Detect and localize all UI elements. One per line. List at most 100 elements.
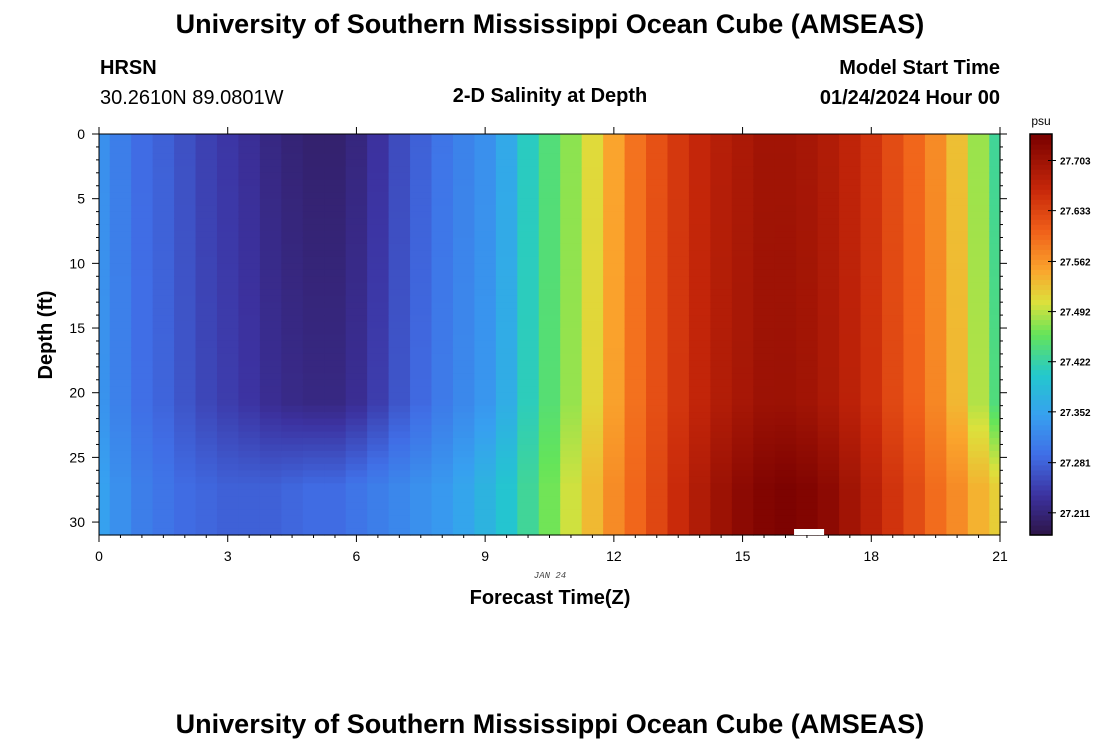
heatmap-cell	[882, 211, 905, 219]
heatmap-cell	[474, 243, 497, 252]
heatmap-cell	[517, 347, 540, 355]
heatmap-cell	[624, 405, 647, 413]
heatmap-cell	[259, 522, 282, 530]
heatmap-cell	[131, 470, 154, 478]
heatmap-cell	[731, 496, 754, 504]
heatmap-cell	[431, 192, 454, 200]
heatmap-cell	[989, 425, 1001, 433]
heatmap-cell	[710, 302, 733, 310]
heatmap-cell	[903, 522, 926, 530]
heatmap-cell	[667, 418, 690, 426]
heatmap-cell	[452, 509, 476, 517]
heatmap-cell	[474, 457, 497, 465]
heatmap-cell	[174, 502, 197, 510]
heatmap-cell	[109, 496, 132, 504]
heatmap-cell	[216, 140, 240, 148]
heatmap-cell	[882, 386, 905, 394]
heatmap-cell	[99, 522, 111, 530]
heatmap-cell	[216, 340, 240, 349]
heatmap-cell	[109, 243, 132, 252]
heatmap-cell	[753, 243, 776, 252]
heatmap-cell	[152, 353, 175, 361]
heatmap-cell	[989, 515, 1001, 523]
heatmap-cell	[259, 399, 282, 407]
heatmap-cell	[431, 263, 454, 271]
heatmap-cell	[753, 340, 776, 349]
heatmap-cell	[839, 340, 862, 349]
heatmap-cell	[109, 263, 132, 271]
heatmap-cell	[410, 457, 433, 465]
heatmap-cell	[903, 205, 926, 213]
heatmap-cell	[560, 509, 583, 517]
colorbar-segment	[1030, 284, 1052, 290]
heatmap-cell	[281, 425, 304, 433]
heatmap-cell	[603, 315, 626, 323]
heatmap-cell	[903, 315, 926, 323]
heatmap-cell	[452, 340, 476, 349]
heatmap-cell	[388, 522, 411, 530]
heatmap-cell	[99, 496, 111, 504]
heatmap-cell	[367, 360, 390, 368]
heatmap-cell	[238, 405, 261, 413]
heatmap-cell	[624, 386, 647, 394]
heatmap-cell	[302, 515, 325, 523]
heatmap-cell	[474, 373, 497, 381]
heatmap-cell	[238, 476, 261, 484]
heatmap-cell	[538, 289, 561, 297]
heatmap-cell	[152, 360, 175, 368]
heatmap-cell	[753, 282, 776, 290]
heatmap-cell	[882, 405, 905, 413]
heatmap-cell	[753, 172, 776, 180]
heatmap-cell	[131, 431, 154, 439]
heatmap-cell	[131, 515, 154, 523]
heatmap-cell	[817, 366, 840, 374]
heatmap-cell	[903, 353, 926, 361]
heatmap-cell	[474, 205, 497, 213]
heatmap-cell	[603, 231, 626, 239]
heatmap-cell	[474, 269, 497, 277]
heatmap-cell	[345, 502, 368, 510]
heatmap-cell	[882, 444, 905, 452]
heatmap-cell	[710, 198, 733, 206]
heatmap-cell	[174, 198, 197, 206]
heatmap-cell	[796, 450, 819, 458]
heatmap-cell	[131, 444, 154, 452]
heatmap-cell	[109, 489, 132, 497]
heatmap-cell	[882, 340, 905, 349]
footer-title: University of Southern Mississippi Ocean…	[175, 709, 925, 739]
heatmap-cell	[259, 302, 282, 310]
heatmap-cell	[410, 243, 433, 252]
heatmap-cell	[989, 185, 1001, 193]
heatmap-cell	[839, 444, 862, 452]
heatmap-cell	[860, 470, 883, 478]
heatmap-cell	[216, 243, 240, 252]
heatmap-cell	[452, 425, 476, 433]
heatmap-cell	[195, 276, 218, 284]
heatmap-cell	[259, 224, 282, 232]
heatmap-cell	[817, 412, 840, 420]
heatmap-cell	[216, 328, 240, 336]
heatmap-cell	[774, 399, 797, 407]
heatmap-cell	[259, 392, 282, 400]
heatmap-cell	[367, 224, 390, 232]
heatmap-cell	[860, 134, 883, 142]
heatmap-cell	[324, 308, 347, 316]
heatmap-cell	[495, 334, 518, 342]
heatmap-cell	[131, 134, 154, 142]
heatmap-cell	[131, 243, 154, 252]
heatmap-cell	[538, 353, 561, 361]
heatmap-cell	[882, 425, 905, 433]
heatmap-cell	[216, 360, 240, 368]
heatmap-cell	[774, 522, 797, 530]
heatmap-cell	[431, 269, 454, 277]
heatmap-cell	[924, 134, 947, 142]
heatmap-cell	[452, 289, 476, 297]
heatmap-cell	[839, 328, 862, 336]
heatmap-cell	[99, 282, 111, 290]
heatmap-cell	[281, 205, 304, 213]
heatmap-cell	[345, 386, 368, 394]
heatmap-cell	[431, 373, 454, 381]
heatmap-cell	[99, 347, 111, 355]
heatmap-cell	[474, 360, 497, 368]
heatmap-cell	[452, 179, 476, 187]
